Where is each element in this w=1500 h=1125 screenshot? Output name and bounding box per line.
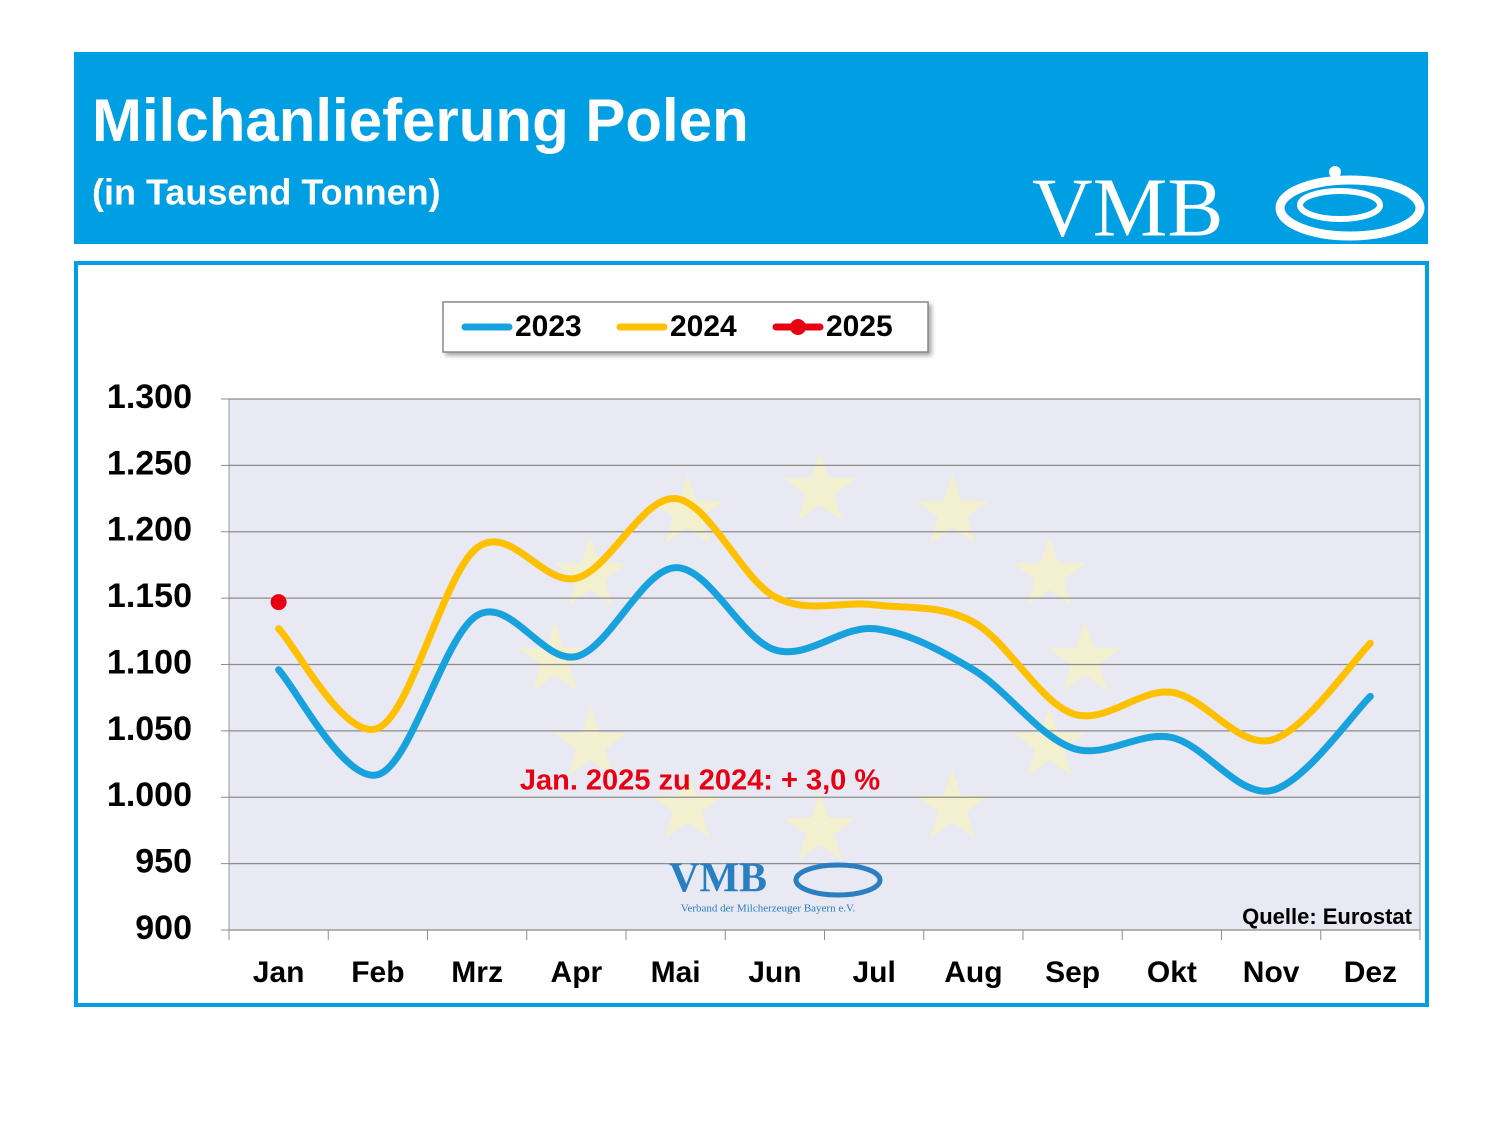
star [651, 474, 724, 544]
x-tick-label: Mai [651, 956, 701, 989]
y-tick-label: 1.000 [107, 776, 192, 814]
series-line [275, 495, 1374, 745]
watermark-caption: Verband der Milcherzeuger Bayern e.V. [681, 903, 856, 915]
x-tick-label: Feb [351, 956, 404, 989]
y-tick-label: 1.050 [107, 710, 192, 748]
x-tick-label: Jan [253, 956, 305, 989]
logo-drop [1329, 166, 1341, 178]
eu-stars [518, 452, 1122, 861]
data-point [270, 594, 287, 611]
x-tick-label: Jun [748, 956, 801, 989]
star [783, 792, 857, 861]
legend-label: 2024 [670, 310, 737, 343]
logo-swirl [1297, 188, 1383, 222]
star [1013, 537, 1086, 606]
source: Quelle: Eurostat [1242, 904, 1413, 929]
x-tick-label: Nov [1243, 956, 1300, 989]
y-tick-label: 1.250 [107, 444, 192, 482]
logo-swirl [1275, 175, 1425, 241]
title: Milchanlieferung Polen [92, 87, 749, 154]
x-tick-label: Apr [551, 956, 603, 989]
series-line [275, 564, 1374, 795]
x-tick-label: Mrz [451, 956, 503, 989]
x-tick-label: Okt [1147, 956, 1197, 989]
x-tick-label: Sep [1045, 956, 1100, 989]
watermark-swirl [793, 862, 883, 898]
legend-label: 2023 [515, 310, 582, 343]
logo-text: VMB [1032, 161, 1223, 254]
star [554, 707, 627, 776]
header-band [74, 52, 1428, 244]
legend-label: 2025 [826, 310, 893, 343]
star [1013, 707, 1086, 776]
star [1048, 622, 1122, 691]
annotation: Jan. 2025 zu 2024: + 3,0 % [520, 765, 881, 797]
logo: VMB [1032, 161, 1425, 254]
star [783, 452, 857, 521]
x-tick-label: Jul [852, 956, 895, 989]
y-tick-label: 1.200 [107, 511, 192, 549]
x-tick-label: Dez [1344, 956, 1397, 989]
y-tick-label: 950 [135, 843, 192, 881]
legend-marker [790, 319, 806, 335]
star [651, 769, 724, 838]
star [916, 474, 989, 544]
x-tick-label: Aug [944, 956, 1002, 989]
y-tick-label: 1.150 [107, 577, 192, 615]
y-tick-label: 1.300 [107, 378, 192, 416]
y-tick-label: 900 [135, 909, 192, 947]
subtitle: (in Tausend Tonnen) [92, 172, 441, 213]
star [916, 769, 989, 838]
y-tick-label: 1.100 [107, 643, 192, 681]
watermark-logo: VMB [669, 856, 767, 902]
legend-box [442, 301, 929, 353]
